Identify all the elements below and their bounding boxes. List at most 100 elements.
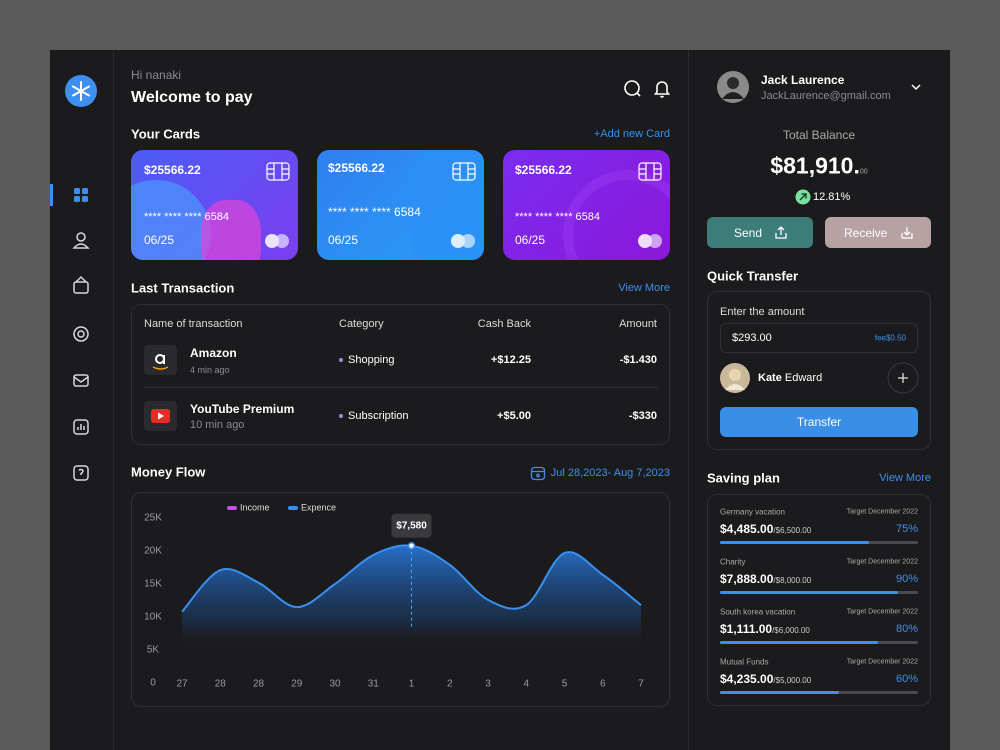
plan-target: Target December 2022 xyxy=(846,558,918,566)
x-tick-label: 4 xyxy=(523,679,529,690)
plan-saved: $4,235.00 xyxy=(720,672,774,686)
highlight-point xyxy=(407,541,416,550)
row-divider xyxy=(144,387,658,388)
amount-label: Enter the amount xyxy=(720,306,805,318)
card-number: **** **** **** 6584 xyxy=(515,211,601,223)
y-tick-label: 0 xyxy=(150,678,156,689)
x-tick-label: 31 xyxy=(368,679,380,690)
transaction-cashback: +$12.25 xyxy=(490,354,531,366)
y-tick-label: 15K xyxy=(144,579,162,590)
transfer-button[interactable] xyxy=(720,407,918,437)
plan-name: Mutual Funds xyxy=(720,657,769,667)
chart-title: Money Flow xyxy=(131,464,206,480)
balance-amount: $81,910.00 xyxy=(770,153,867,180)
profile-name: Jack Laurence xyxy=(761,73,845,87)
chart-frame xyxy=(131,492,670,707)
send-label: Send xyxy=(734,226,763,240)
card-number: **** **** **** 6584 xyxy=(328,205,421,219)
plan-saved: $1,111.00 xyxy=(720,622,773,636)
plan-target: Target December 2022 xyxy=(846,658,918,666)
plan-percent: 80% xyxy=(895,623,918,635)
card[interactable] xyxy=(131,150,298,260)
legend-label: Expence xyxy=(301,502,336,512)
card[interactable] xyxy=(503,150,670,260)
fee: fee$0.50 xyxy=(874,333,906,343)
plan-amount: $1,111.00/$6,000.00 xyxy=(720,622,810,636)
y-tick-label: 5K xyxy=(147,645,160,656)
column-header: Category xyxy=(339,318,384,330)
x-tick-label: 28 xyxy=(215,679,227,690)
profile-avatar xyxy=(717,71,749,103)
column-header: Cash Back xyxy=(477,318,531,330)
plan-progress xyxy=(720,691,839,694)
profile-menu[interactable] xyxy=(910,82,922,92)
add-card-link[interactable]: +Add new Card xyxy=(593,128,670,140)
tooltip-label: $7,580 xyxy=(396,520,427,531)
plan-goal: /$5,000.00 xyxy=(773,676,812,685)
column-header: Amount xyxy=(619,318,657,330)
plan-progress xyxy=(720,541,869,544)
card-balance: $25566.22 xyxy=(144,163,201,177)
x-tick-label: 30 xyxy=(329,679,341,690)
send-button[interactable] xyxy=(707,217,813,248)
quick-transfer-title: Quick Transfer xyxy=(707,268,799,284)
balance-change: 12.81% xyxy=(813,191,851,203)
amount-value: $293.00 xyxy=(732,332,772,344)
transactions-title: Last Transaction xyxy=(131,280,235,296)
x-tick-label: 28 xyxy=(253,679,265,690)
card-balance: $25566.22 xyxy=(328,161,385,175)
transfer-label: Transfer xyxy=(796,415,842,429)
balance-label: Total Balance xyxy=(782,128,856,142)
transaction-name: Amazon xyxy=(190,346,237,360)
plan-target: Target December 2022 xyxy=(846,508,918,516)
x-tick-label: 3 xyxy=(485,679,491,690)
card-expiry: 06/25 xyxy=(515,233,546,247)
plan-amount: $4,485.00/$6,500.00 xyxy=(720,522,811,536)
card-pattern xyxy=(201,200,261,260)
category-dot xyxy=(339,414,343,418)
x-tick-label: 27 xyxy=(176,679,188,690)
contact-first: Kate xyxy=(758,372,782,384)
x-tick-label: 7 xyxy=(638,679,644,690)
receive-label: Receive xyxy=(844,226,888,240)
header-icons[interactable] xyxy=(620,78,676,100)
tooltip-box xyxy=(391,513,432,538)
plan-progress xyxy=(720,591,899,594)
plan-name: Charity xyxy=(720,557,746,567)
add-contact[interactable] xyxy=(887,362,919,394)
balance-main: $81,910. xyxy=(770,152,860,179)
card-number: **** **** **** 6584 xyxy=(144,211,230,223)
transaction-category: Shopping xyxy=(348,354,395,366)
y-tick-label: 10K xyxy=(144,612,162,623)
saving-view-more[interactable]: View More xyxy=(879,472,931,484)
money-flow-chart: 0 5K 10K 15K 20K 25K 27 28 28 29 30 31 1 2 3 4 5 6 7 Income… xyxy=(144,502,644,690)
cards-title: Your Cards xyxy=(131,126,201,142)
plan-saved: $4,485.00 xyxy=(720,522,774,536)
change-icon xyxy=(795,189,811,205)
plan-percent: 90% xyxy=(895,573,918,585)
plan-goal: /$6,500.00 xyxy=(773,526,812,535)
y-tick-label: 25K xyxy=(144,513,162,524)
greeting: Hi nanaki xyxy=(131,68,182,82)
saving-box xyxy=(707,494,931,706)
plan-amount: $4,235.00/$5,000.00 xyxy=(720,672,811,686)
card-pattern xyxy=(563,170,670,260)
card-icons xyxy=(265,162,662,248)
legend-swatch xyxy=(227,506,237,510)
card-expiry: 06/25 xyxy=(144,233,175,247)
receive-button[interactable] xyxy=(825,217,931,248)
amount-input[interactable] xyxy=(720,323,918,353)
x-tick-label: 29 xyxy=(291,679,303,690)
plan-name: South korea vacation xyxy=(720,607,796,617)
profile-email: JackLaurence@gmail.com xyxy=(761,90,891,102)
view-more-link[interactable]: View More xyxy=(618,282,670,294)
transaction-time: 10 min ago xyxy=(190,419,245,431)
quick-transfer-box xyxy=(707,291,931,450)
button-icons xyxy=(775,226,913,239)
legend-label: Income xyxy=(240,502,270,512)
date-range[interactable]: Jul 28,2023- Aug 7,2023 xyxy=(550,467,670,479)
plan-percent: 75% xyxy=(895,523,918,535)
transaction-name: YouTube Premium xyxy=(190,402,295,416)
x-tick-label: 2 xyxy=(447,679,453,690)
